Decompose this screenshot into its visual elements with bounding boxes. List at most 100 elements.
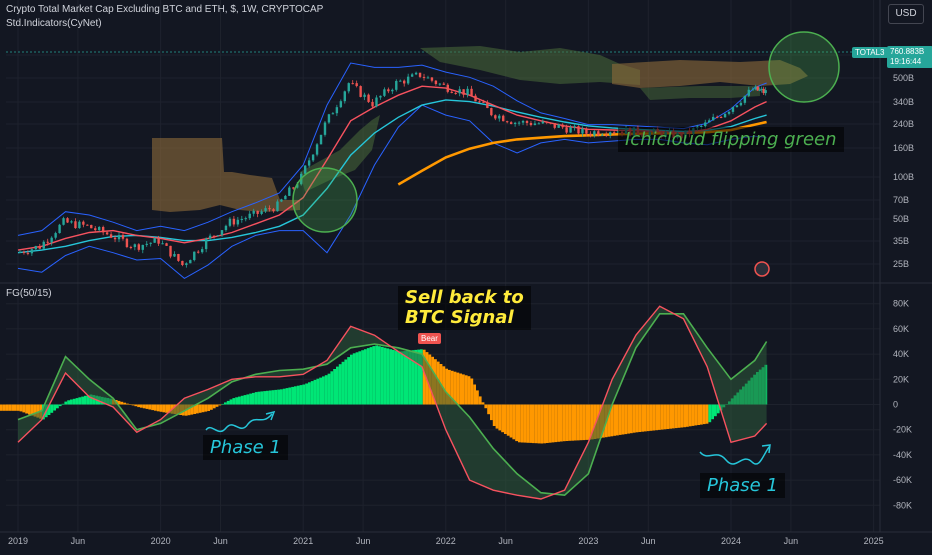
bear-tag: Bear (418, 333, 441, 344)
histogram-bar (190, 404, 194, 415)
histogram-bar (151, 404, 154, 411)
histogram-bar (630, 404, 633, 434)
oscillator-label: FG(50/15) (6, 288, 52, 299)
candle-down (268, 208, 271, 210)
phase1-left-arrowhead (265, 410, 276, 421)
histogram-bar (481, 402, 485, 405)
countdown: 19:16:44 (890, 57, 922, 66)
histogram-bar (705, 404, 709, 424)
candle-down (446, 84, 449, 92)
histogram-bar (644, 404, 647, 432)
histogram-bar (229, 399, 233, 405)
candle-up (458, 89, 461, 94)
histogram-bar (291, 386, 294, 405)
histogram-bar (333, 369, 336, 405)
histogram-bar (22, 404, 26, 413)
histogram-bar (19, 404, 23, 412)
candle-down (113, 237, 117, 240)
osc-tick-label: 40K (893, 349, 909, 359)
histogram-bar (448, 369, 451, 405)
candle-down (74, 221, 77, 229)
candle-down (197, 251, 200, 253)
candle-up (133, 244, 137, 248)
candle-up (498, 115, 501, 119)
candle-up (264, 208, 267, 212)
osc-tick-label: 0 (893, 400, 898, 410)
histogram-bar (327, 373, 331, 405)
histogram-bar (224, 402, 227, 405)
price-tick-label: 340B (893, 97, 914, 107)
candle-up (379, 95, 382, 98)
histogram-bar (380, 346, 384, 405)
candle-up (391, 89, 394, 92)
candle-up (331, 113, 335, 115)
candle-up (517, 122, 521, 124)
candle-up (537, 123, 541, 125)
histogram-bar (632, 404, 636, 433)
histogram-bar (137, 404, 140, 408)
candle-up (311, 154, 315, 161)
histogram-bar (529, 404, 532, 443)
histogram-bar (512, 404, 516, 440)
time-tick-label: 2022 (436, 536, 456, 546)
histogram-bar (406, 350, 409, 405)
candle-up (704, 122, 707, 126)
histogram-bar (81, 396, 84, 405)
histogram-bar (361, 350, 364, 405)
histogram-bar (277, 389, 280, 405)
candle-down (137, 244, 141, 250)
candle-up (573, 126, 576, 128)
histogram-bar (688, 404, 692, 427)
histogram-bar (263, 391, 266, 405)
candle-up (224, 225, 228, 231)
histogram-bar (403, 351, 406, 405)
histogram-bar (394, 350, 398, 405)
histogram-bar (162, 404, 166, 413)
histogram-bar (571, 404, 574, 441)
phase1-left-annotation: Phase 1 (203, 435, 288, 460)
candle-down (762, 88, 765, 94)
histogram-bar (504, 404, 507, 434)
candle-down (22, 251, 26, 253)
candle-up (438, 83, 442, 85)
ichimoku-cloud-2021-green (300, 115, 380, 192)
histogram-bar (495, 404, 499, 429)
histogram-bar (285, 388, 289, 405)
candle-down (545, 121, 549, 123)
histogram-bar (243, 395, 247, 405)
time-tick-label: Jun (784, 536, 799, 546)
candle-down (46, 241, 49, 243)
histogram-bar (442, 366, 446, 405)
histogram-bar (560, 404, 563, 442)
histogram-bar (411, 350, 415, 405)
histogram-bar (319, 377, 322, 405)
histogram-bar (680, 404, 684, 428)
histogram-bar (235, 397, 238, 405)
histogram-bar (372, 346, 376, 405)
histogram-bar (420, 349, 423, 405)
sell-back-annotation: Sell back to BTC Signal (398, 286, 531, 330)
candle-up (754, 86, 757, 90)
phase1-right-arrowhead (761, 444, 771, 454)
histogram-bar (280, 389, 283, 405)
histogram-bar (613, 404, 616, 436)
histogram-bar (2, 404, 6, 411)
candle-down (105, 232, 109, 235)
candle-down (181, 260, 184, 266)
candle-down (434, 80, 438, 85)
price-tick-label: 240B (893, 119, 914, 129)
histogram-bar (11, 404, 14, 411)
histogram-bar (408, 350, 412, 405)
histogram-bar (67, 400, 70, 405)
histogram-bar (187, 404, 191, 416)
chart-title: Crypto Total Market Cap Excluding BTC an… (6, 4, 324, 15)
candle-down (169, 245, 172, 257)
candle-up (327, 114, 331, 123)
histogram-bar (0, 404, 3, 411)
currency-label: USD (895, 8, 917, 19)
currency-button[interactable]: USD (888, 4, 924, 24)
histogram-bar (358, 351, 362, 405)
candle-up (406, 76, 410, 84)
